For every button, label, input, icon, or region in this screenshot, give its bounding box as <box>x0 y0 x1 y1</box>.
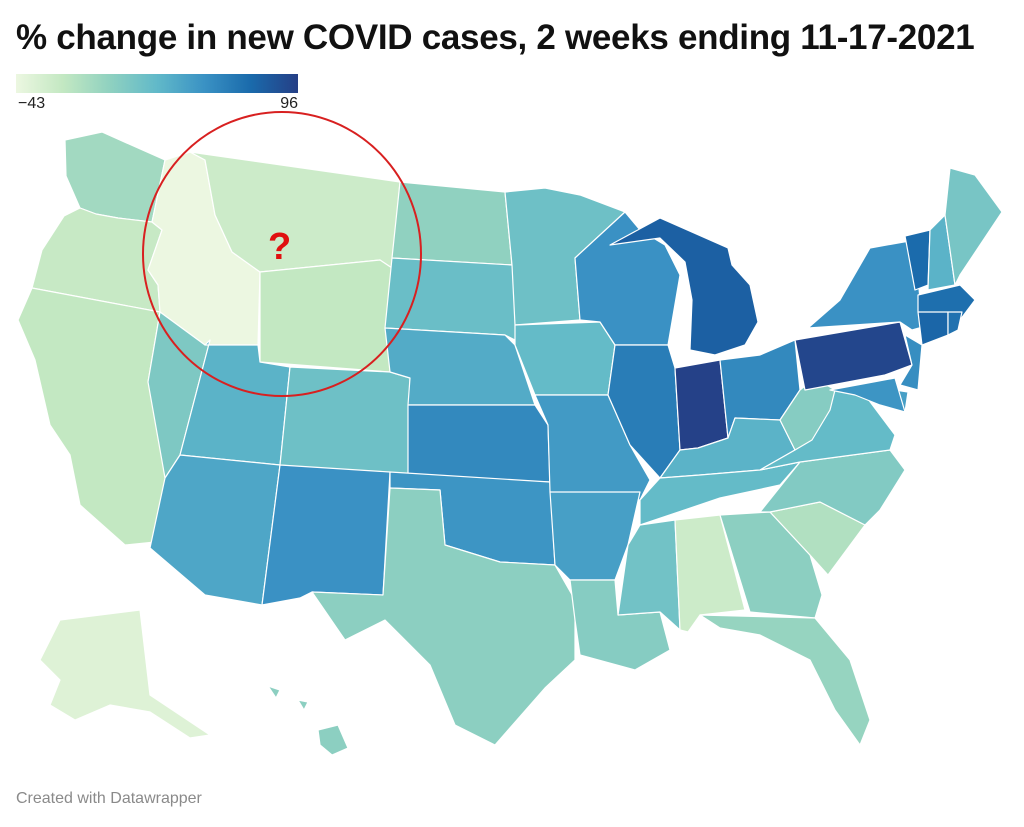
state-arizona <box>149 454 281 606</box>
state-maine <box>944 167 1003 286</box>
state-iowa <box>514 321 616 396</box>
state-florida <box>699 614 871 746</box>
state-indiana <box>674 359 729 451</box>
state-texas <box>311 487 576 746</box>
state-maryland <box>829 377 906 413</box>
chart-title: % change in new COVID cases, 2 weeks end… <box>16 18 975 57</box>
state-hawaii <box>267 685 349 756</box>
legend-labels: −43 96 <box>16 93 298 113</box>
state-new-jersey <box>899 334 923 391</box>
legend-min-label: −43 <box>18 95 46 112</box>
state-new-mexico <box>261 464 391 606</box>
credit-text: Created with Datawrapper <box>16 790 202 807</box>
state-south-dakota <box>384 257 519 341</box>
state-north-dakota <box>391 181 513 266</box>
state-west-virginia <box>779 377 836 451</box>
legend-max-label: 96 <box>280 95 298 112</box>
state-wyoming <box>259 259 393 373</box>
annotation-circle <box>142 111 422 397</box>
legend-gradient-bar <box>16 74 298 93</box>
state-rhode-island <box>947 311 963 336</box>
color-legend: −43 96 <box>16 74 298 113</box>
state-louisiana <box>569 579 671 671</box>
state-wisconsin <box>574 211 681 346</box>
state-alaska <box>39 609 211 739</box>
state-pennsylvania <box>794 321 913 391</box>
state-michigan <box>609 217 759 356</box>
state-connecticut <box>917 311 949 346</box>
state-massachusetts <box>917 284 976 321</box>
state-kansas <box>407 404 551 483</box>
question-mark-annotation: ? <box>268 226 292 268</box>
state-colorado <box>279 366 411 479</box>
